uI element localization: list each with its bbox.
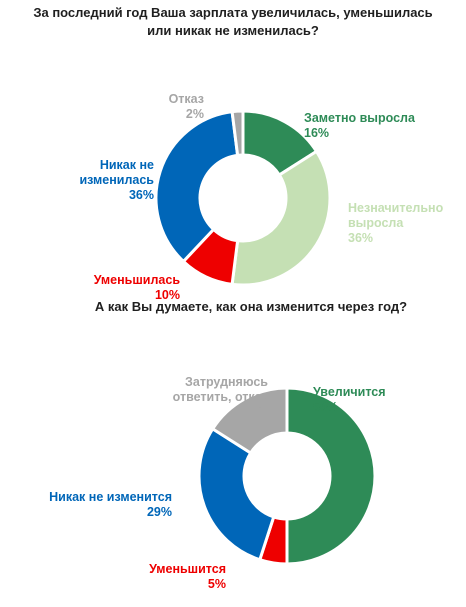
chart1-title: За последний год Ваша зарплата увеличила… <box>33 5 433 38</box>
chart1-slice-1-name: Незначительно выросла <box>348 201 444 230</box>
chart2-label-slice-0: Увеличится 50% <box>313 370 386 430</box>
chart2-title: А как Вы думаете, как она изменится чере… <box>94 299 408 314</box>
chart1-slice-0-value: 16% <box>304 126 330 140</box>
chart1-slice-2-name: Уменьшилась <box>93 273 180 287</box>
chart2-slice-2-name: Никак не изменится <box>49 490 172 504</box>
chart2-slice-1-name: Уменьшится <box>149 562 226 576</box>
chart1-label-slice-3: Никак не изменилась 36% <box>66 143 154 218</box>
chart1-slice-3-name: Никак не изменилась <box>79 158 154 187</box>
chart1-label-slice-4: Отказ 2% <box>152 77 204 137</box>
chart2-slice-1-value: 5% <box>207 577 226 591</box>
chart2-slice-3-value: 16% <box>242 405 268 419</box>
chart1-slice-1-value: 36% <box>348 231 374 245</box>
chart1-slice-3 <box>154 110 240 264</box>
chart2-slice-0-name: Увеличится <box>313 385 386 399</box>
chart1-slice-4 <box>230 109 245 158</box>
chart2-label-slice-2: Никак не изменится 29% <box>20 475 172 535</box>
chart2-slice-0 <box>285 386 377 566</box>
chart1-label-slice-2: Уменьшилась 10% <box>84 258 180 318</box>
chart1-donut <box>154 109 377 566</box>
chart1-slice-3-value: 36% <box>128 188 154 202</box>
chart2-label-slice-3: Затрудняюсь ответить, отказ 16% <box>132 360 268 435</box>
chart2-label-slice-1: Уменьшится 5% <box>130 547 226 607</box>
chart1-label-slice-0: Заметно выросла 16% <box>304 96 415 156</box>
chart1-slice-0-name: Заметно выросла <box>304 111 415 125</box>
chart2-slice-2-value: 29% <box>146 505 172 519</box>
chart1-slice-2-value: 10% <box>154 288 180 302</box>
chart2-slice-3 <box>210 386 289 456</box>
chart1-slice-1 <box>230 149 332 287</box>
chart1-slice-4-name: Отказ <box>168 92 204 106</box>
chart2-slice-3-name: Затрудняюсь ответить, отказ <box>172 375 268 404</box>
chart1-slice-4-value: 2% <box>185 107 204 121</box>
chart1-label-slice-1: Незначительно выросла 36% <box>348 186 443 261</box>
chart2-slice-2 <box>197 426 276 562</box>
chart2-slice-0-value: 50% <box>313 400 339 414</box>
